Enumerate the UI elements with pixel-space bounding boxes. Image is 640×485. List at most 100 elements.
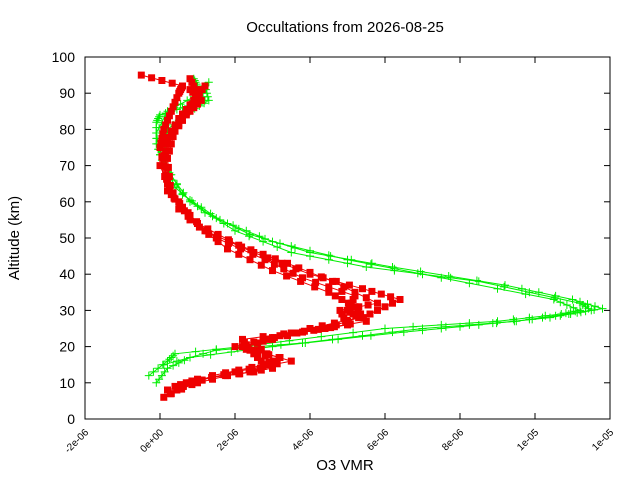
data-point xyxy=(160,125,168,133)
data-point xyxy=(551,311,560,320)
data-point xyxy=(358,331,367,340)
data-point xyxy=(374,306,381,314)
data-point xyxy=(172,180,181,189)
x-axis-label: O3 VMR xyxy=(316,457,374,474)
data-point xyxy=(247,246,255,254)
data-point xyxy=(366,310,374,318)
data-point xyxy=(312,278,320,286)
data-point xyxy=(270,260,278,268)
data-point xyxy=(265,335,273,343)
data-point xyxy=(164,187,171,195)
data-point xyxy=(525,313,534,322)
data-point xyxy=(287,329,295,337)
data-point xyxy=(171,98,179,106)
data-point xyxy=(368,287,376,295)
data-point xyxy=(175,122,183,130)
data-point xyxy=(156,110,164,119)
data-point xyxy=(194,220,201,227)
y-tick-label: 100 xyxy=(52,49,76,65)
data-point xyxy=(254,348,261,356)
data-point xyxy=(276,354,284,361)
data-point xyxy=(169,351,178,360)
data-point xyxy=(165,112,173,120)
data-point xyxy=(465,279,474,288)
x-tick-label: 1e-05 xyxy=(590,427,616,453)
data-point xyxy=(187,196,196,205)
data-point xyxy=(224,236,232,244)
data-point xyxy=(343,255,352,264)
data-point xyxy=(182,111,190,119)
data-point xyxy=(441,322,450,331)
data-point xyxy=(283,272,291,280)
y-tick-label: 20 xyxy=(59,339,75,355)
data-point xyxy=(171,127,179,135)
data-point xyxy=(317,273,325,281)
data-point xyxy=(265,351,273,359)
data-point xyxy=(329,277,336,285)
data-point xyxy=(178,190,187,199)
data-point xyxy=(194,379,201,387)
data-point xyxy=(195,89,203,97)
data-point xyxy=(194,100,201,108)
series-square xyxy=(137,71,404,401)
data-point xyxy=(164,116,171,124)
y-tick-label: 0 xyxy=(67,411,75,427)
data-point xyxy=(465,319,474,328)
data-point xyxy=(222,372,230,380)
data-point xyxy=(295,264,303,272)
data-point xyxy=(306,246,314,255)
series-line xyxy=(148,81,582,376)
y-tick-label: 10 xyxy=(59,375,75,391)
data-point xyxy=(236,370,244,378)
data-point xyxy=(235,250,243,258)
y-tick-label: 60 xyxy=(59,194,75,210)
data-point xyxy=(300,327,308,335)
data-point xyxy=(168,79,176,87)
data-point xyxy=(163,364,172,373)
data-point xyxy=(165,183,173,191)
data-point xyxy=(186,75,194,83)
data-point xyxy=(268,237,277,246)
data-point xyxy=(556,298,565,307)
data-point xyxy=(381,324,389,333)
data-point xyxy=(598,304,607,313)
data-point xyxy=(351,303,359,311)
data-point xyxy=(325,288,333,296)
data-point xyxy=(289,269,297,277)
data-point xyxy=(287,242,296,251)
data-point xyxy=(344,321,351,329)
data-point xyxy=(501,281,509,290)
x-tick-label: -2e-06 xyxy=(63,427,92,456)
data-point xyxy=(551,291,560,300)
data-point xyxy=(509,315,518,324)
data-point xyxy=(249,250,257,258)
data-point xyxy=(280,330,288,338)
data-point xyxy=(336,306,344,314)
data-point xyxy=(591,302,599,311)
data-point xyxy=(583,300,592,309)
data-point xyxy=(362,317,370,325)
y-tick-label: 80 xyxy=(59,121,75,137)
data-point xyxy=(179,203,186,211)
data-point xyxy=(298,339,307,347)
data-point xyxy=(534,288,543,297)
data-point xyxy=(259,333,267,341)
data-point xyxy=(167,390,175,398)
data-point xyxy=(177,381,185,389)
data-point xyxy=(153,116,162,125)
data-point xyxy=(231,226,239,235)
data-point xyxy=(164,140,172,148)
y-tick-label: 90 xyxy=(59,85,75,101)
data-point xyxy=(569,303,578,312)
data-point xyxy=(205,230,213,238)
data-point xyxy=(374,299,381,307)
data-point xyxy=(180,207,188,215)
y-axis-label: Altitude (km) xyxy=(6,196,23,280)
data-point xyxy=(562,301,571,309)
data-point xyxy=(156,144,164,151)
data-point xyxy=(284,332,291,340)
data-point xyxy=(257,345,265,353)
data-point xyxy=(332,277,340,285)
data-point xyxy=(231,368,239,376)
